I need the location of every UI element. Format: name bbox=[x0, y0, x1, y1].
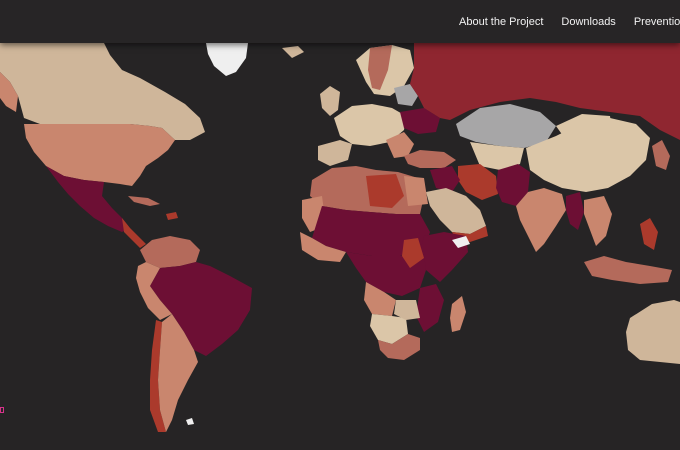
region-west-africa-coast[interactable] bbox=[300, 232, 346, 262]
region-arabian-peninsula[interactable] bbox=[426, 188, 486, 234]
region-iran[interactable] bbox=[458, 164, 498, 200]
region-libya[interactable] bbox=[366, 174, 404, 208]
region-southeast-asia[interactable] bbox=[584, 196, 612, 246]
region-turkey[interactable] bbox=[404, 150, 456, 168]
region-norway-sweden[interactable] bbox=[368, 45, 392, 90]
region-somaliland[interactable] bbox=[452, 236, 470, 248]
map-legend-marker bbox=[0, 407, 4, 413]
nav-downloads[interactable]: Downloads bbox=[561, 15, 616, 28]
region-peru-bolivia[interactable] bbox=[136, 262, 172, 320]
nav-about-the-project[interactable]: About the Project bbox=[459, 15, 544, 28]
region-mongolia[interactable] bbox=[556, 114, 612, 140]
region-east-africa[interactable] bbox=[402, 238, 424, 268]
region-zambia-zimbabwe[interactable] bbox=[394, 300, 420, 320]
region-south-africa[interactable] bbox=[378, 334, 420, 360]
region-mexico[interactable] bbox=[46, 166, 130, 232]
region-cuba[interactable] bbox=[128, 196, 160, 206]
region-kazakhstan[interactable] bbox=[456, 104, 556, 148]
region-colombia-venezuela[interactable] bbox=[140, 236, 200, 268]
region-balkans[interactable] bbox=[386, 132, 414, 158]
region-india[interactable] bbox=[516, 188, 566, 252]
region-usa[interactable] bbox=[24, 124, 175, 186]
region-namibia-botswana[interactable] bbox=[370, 314, 408, 344]
region-afghanistan-pakistan[interactable] bbox=[496, 164, 530, 206]
region-greenland[interactable] bbox=[206, 43, 248, 76]
region-egypt[interactable] bbox=[404, 176, 428, 206]
region-philippines[interactable] bbox=[640, 218, 658, 250]
region-caribbean-islands[interactable] bbox=[166, 212, 178, 220]
region-indonesia[interactable] bbox=[584, 256, 672, 284]
region-china[interactable] bbox=[526, 118, 650, 192]
region-belarus-baltics[interactable] bbox=[394, 84, 418, 106]
main-nav: About the Project Downloads Prevention G… bbox=[459, 0, 680, 43]
region-western-europe[interactable] bbox=[334, 104, 406, 146]
region-angola[interactable] bbox=[364, 282, 396, 316]
nav-prevention-gains[interactable]: Prevention Gai bbox=[633, 15, 680, 28]
region-canada[interactable] bbox=[0, 43, 205, 140]
region-iraq-syria[interactable] bbox=[430, 166, 460, 192]
region-central-asia[interactable] bbox=[470, 142, 524, 170]
region-iceland[interactable] bbox=[282, 46, 304, 58]
map-svg bbox=[0, 43, 680, 432]
region-spain-portugal[interactable] bbox=[318, 140, 352, 166]
top-navigation-bar: About the Project Downloads Prevention G… bbox=[0, 0, 680, 43]
region-sahel[interactable] bbox=[312, 206, 430, 256]
region-argentina[interactable] bbox=[158, 314, 198, 432]
region-uk-ireland[interactable] bbox=[320, 86, 340, 116]
region-central-africa[interactable] bbox=[346, 252, 426, 296]
region-madagascar[interactable] bbox=[450, 296, 466, 332]
region-tanzania-mozambique[interactable] bbox=[416, 284, 444, 332]
region-australia[interactable] bbox=[626, 300, 680, 364]
region-falklands[interactable] bbox=[186, 418, 194, 425]
region-chile[interactable] bbox=[150, 320, 166, 432]
region-alaska-coast[interactable] bbox=[0, 72, 18, 112]
world-choropleth-map[interactable] bbox=[0, 43, 680, 450]
region-myanmar[interactable] bbox=[566, 192, 584, 230]
region-russia[interactable] bbox=[410, 43, 680, 140]
region-brazil[interactable] bbox=[150, 262, 252, 356]
region-central-america[interactable] bbox=[122, 218, 146, 248]
region-ukraine[interactable] bbox=[400, 108, 440, 134]
region-korea-japan[interactable] bbox=[652, 140, 670, 170]
